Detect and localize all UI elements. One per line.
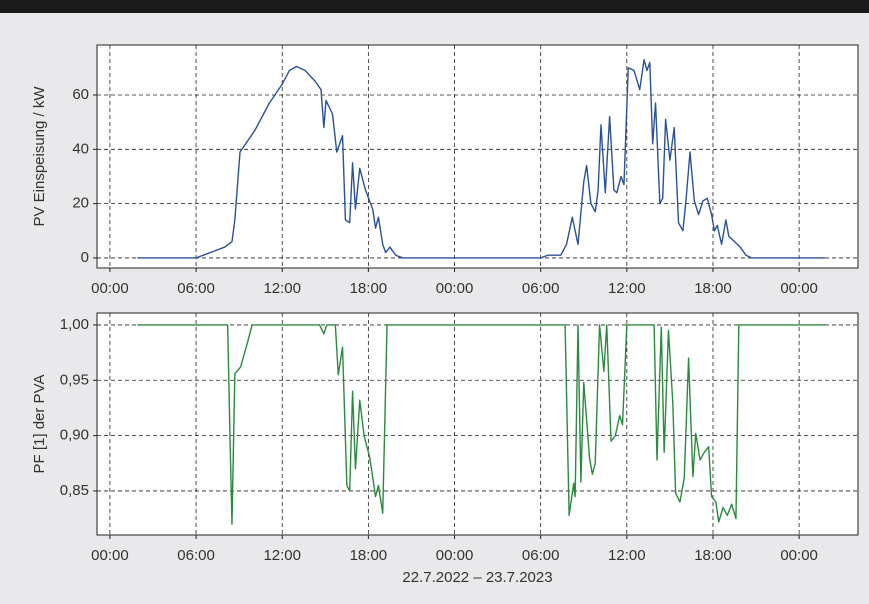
plot-frame bbox=[96, 312, 859, 536]
y-tick-label: 0,85 bbox=[60, 482, 89, 499]
x-tick-label: 18:00 bbox=[694, 280, 732, 297]
data-line bbox=[137, 58, 825, 259]
x-tick-label: 06:00 bbox=[522, 547, 560, 564]
y-axis-label: PF [1] der PVA bbox=[31, 375, 48, 474]
plot-frame bbox=[96, 44, 859, 269]
plot-area bbox=[97, 45, 858, 268]
data-line bbox=[137, 324, 825, 525]
x-tick-label: 00:00 bbox=[436, 280, 474, 297]
x-tick-label: 00:00 bbox=[436, 547, 474, 564]
plot-area bbox=[97, 313, 858, 535]
x-tick-label: 00:00 bbox=[780, 280, 818, 297]
x-tick-label: 12:00 bbox=[608, 280, 646, 297]
x-tick-label: 06:00 bbox=[177, 280, 215, 297]
x-tick-label: 18:00 bbox=[694, 547, 732, 564]
top-bar bbox=[0, 0, 869, 13]
y-tick-label: 0 bbox=[81, 249, 89, 266]
x-tick-label: 06:00 bbox=[177, 547, 215, 564]
y-tick-label: 60 bbox=[72, 86, 89, 103]
x-tick-label: 12:00 bbox=[263, 547, 301, 564]
y-axis-label: PV Einspeisung / kW bbox=[31, 86, 48, 227]
y-tick-label: 40 bbox=[72, 140, 89, 157]
x-axis-label: 22.7.2022 – 23.7.2023 bbox=[402, 569, 552, 586]
y-tick-label: 20 bbox=[72, 195, 89, 212]
x-tick-label: 06:00 bbox=[522, 280, 560, 297]
x-tick-label: 00:00 bbox=[91, 280, 129, 297]
x-tick-label: 12:00 bbox=[263, 280, 301, 297]
x-tick-label: 18:00 bbox=[350, 547, 388, 564]
x-tick-label: 12:00 bbox=[608, 547, 646, 564]
y-tick-label: 0,90 bbox=[60, 427, 89, 444]
x-tick-label: 00:00 bbox=[780, 547, 818, 564]
x-tick-label: 00:00 bbox=[91, 547, 129, 564]
y-tick-label: 0,95 bbox=[60, 371, 89, 388]
y-tick-label: 1,00 bbox=[60, 316, 89, 333]
x-tick-label: 18:00 bbox=[350, 280, 388, 297]
